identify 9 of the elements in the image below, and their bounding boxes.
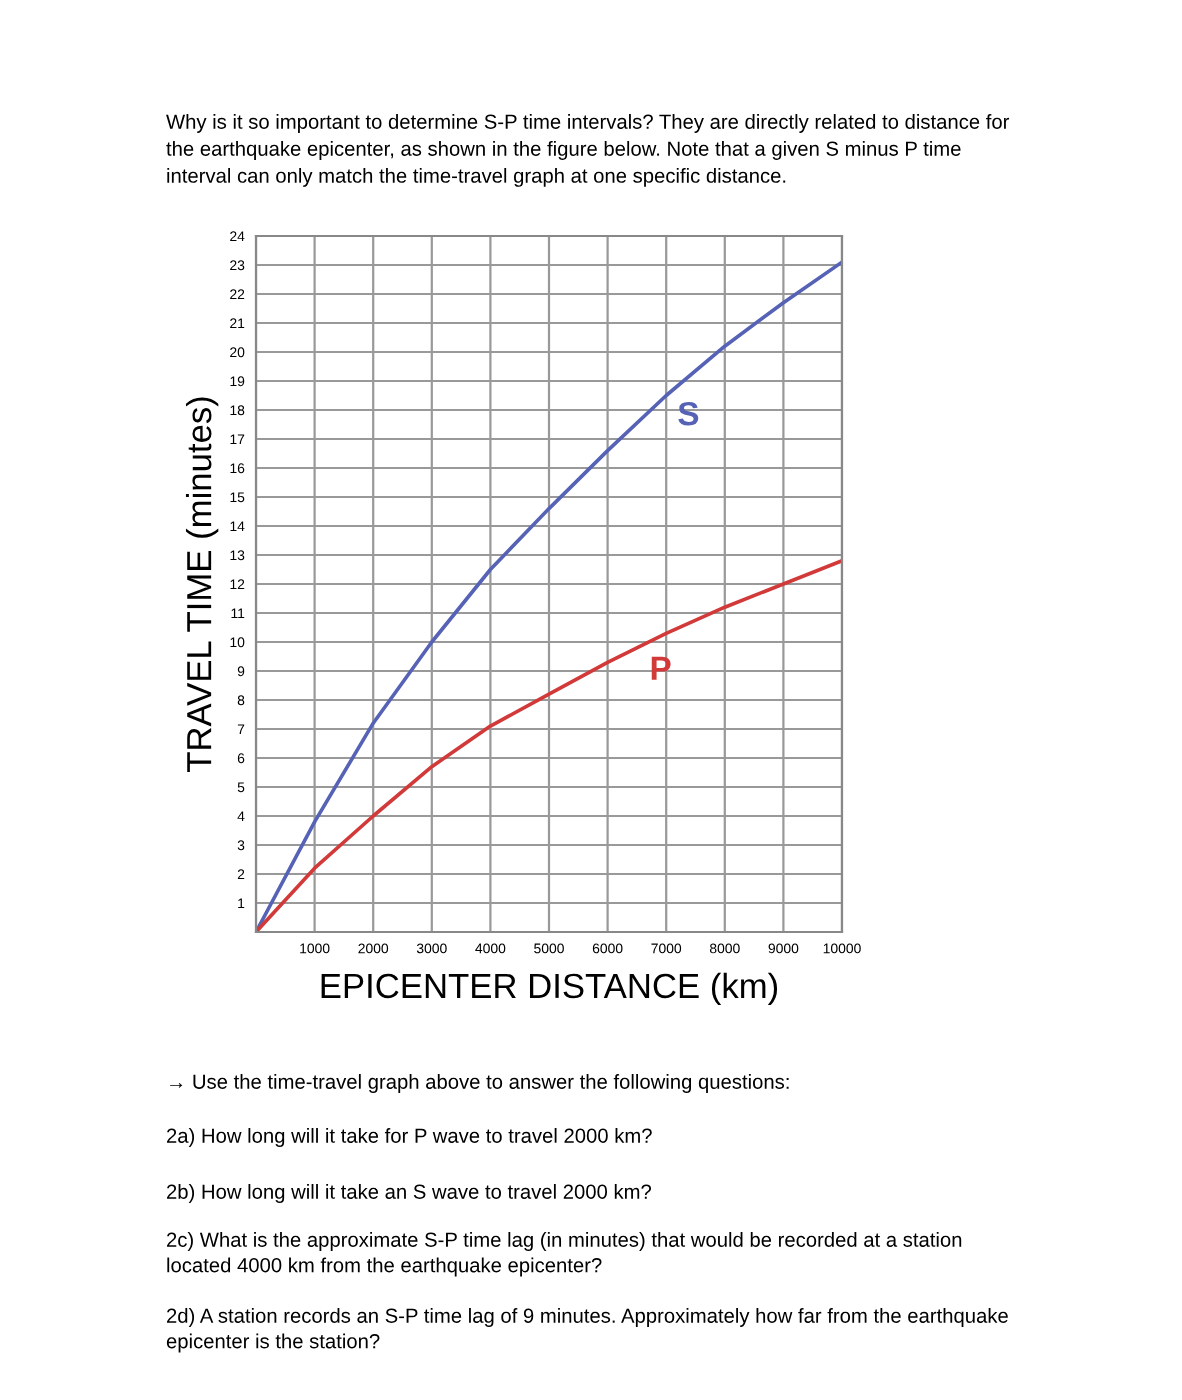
x-axis-title: EPICENTER DISTANCE (km) — [321, 972, 778, 1006]
text: 2d) A station records an S-P time lag of 9 minutes. Approximately how far from the earthquake epicenter is the station? — [166, 1308, 1008, 1353]
text: → Use the time-travel graph above to answer the following questions: — [170, 1074, 789, 1093]
y-axis-title: TRAVEL TIME (minutes) — [185, 397, 219, 772]
chart-title: Why is it so important to determine S-P time intervals? They are directly related to distance for the earthquake epicenter, as shown in the figure below. Note that a given S minus P time interval can only match the time-travel graph at one specific distance. — [166, 114, 1010, 187]
text: 2b) How long will it take an S wave to travel 2000 km? — [167, 1184, 652, 1203]
series-label: P — [651, 656, 671, 680]
text: 2c) What is the approximate S-P time lag (in minutes) that would be recorded at a station located 4000 km from the earthquake epicenter? — [167, 1232, 962, 1277]
text: 2a) How long will it take for P wave to travel 2000 km? — [167, 1128, 652, 1147]
